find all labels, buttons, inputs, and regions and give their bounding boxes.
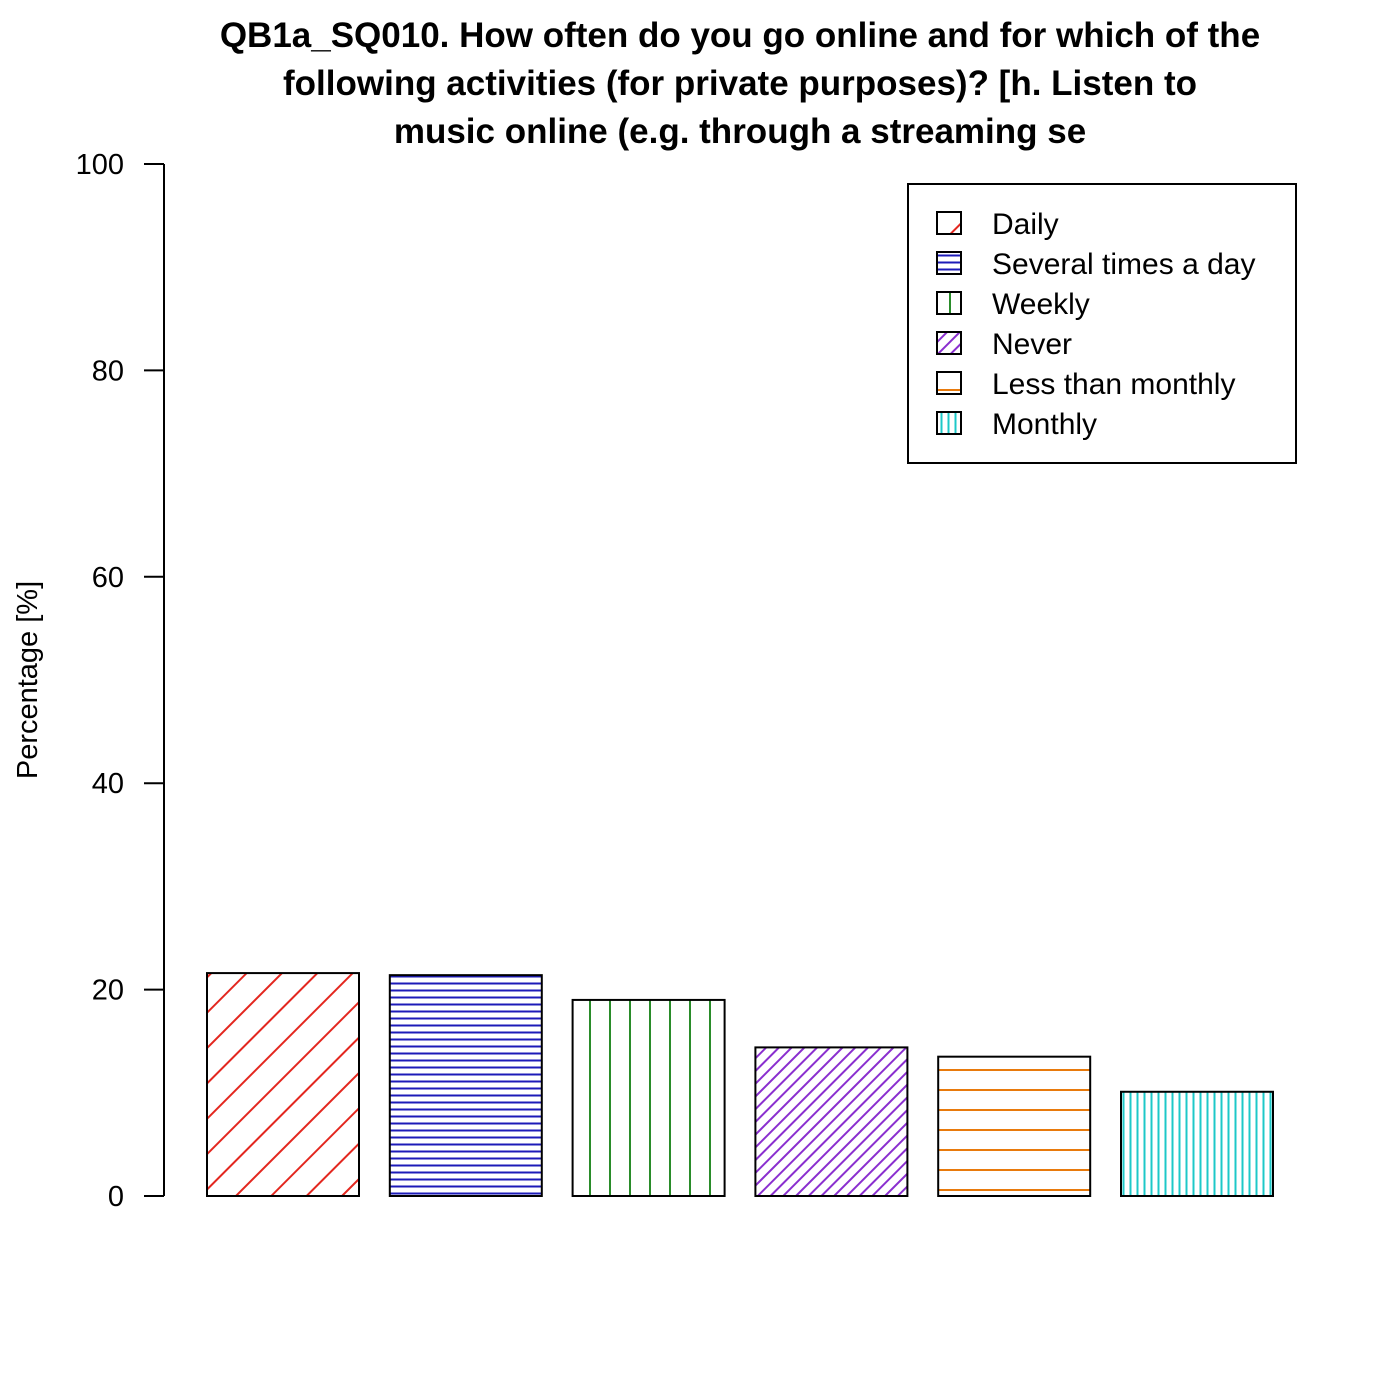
- legend-box: [907, 183, 1297, 464]
- legend-swatch-3: [936, 331, 962, 355]
- legend: Daily Several times a day Weekly Never Less …: [907, 183, 1297, 464]
- legend-items: Daily Several times a day Weekly Never Less …: [936, 208, 1255, 441]
- bars: [206, 972, 1274, 1198]
- y-axis-label: Percentage [%]: [12, 581, 44, 779]
- y-tick-label-1: 20: [92, 975, 124, 1007]
- legend-label-1: Several times a day: [992, 248, 1255, 281]
- bar-2: [571, 998, 726, 1197]
- legend-swatch-4: [936, 371, 962, 395]
- legend-swatch-0: [936, 211, 962, 235]
- y-axis: 0 20 40 60 80 100: [76, 149, 165, 1213]
- legend-label-2: Weekly: [992, 288, 1090, 321]
- title-line-1: QB1a_SQ010. How often do you go online a…: [220, 16, 1260, 55]
- y-tick-label-2: 40: [92, 768, 124, 800]
- title-line-3: music online (e.g. through a streaming s…: [394, 112, 1086, 151]
- bar-4: [937, 1055, 1092, 1198]
- y-tick-label-3: 60: [92, 562, 124, 594]
- title-line-2: following activities (for private purpos…: [283, 64, 1197, 103]
- bar-3: [754, 1046, 909, 1197]
- y-tick-label-4: 80: [92, 355, 124, 387]
- legend-swatch-1: [936, 251, 962, 275]
- bar-5: [1120, 1090, 1274, 1197]
- legend-label-4: Less than monthly: [992, 368, 1235, 401]
- bar-1: [388, 974, 543, 1197]
- legend-label-3: Never: [992, 328, 1072, 361]
- y-tick-label-0: 0: [108, 1181, 124, 1213]
- bar-0: [206, 972, 360, 1198]
- legend-label-5: Monthly: [992, 408, 1097, 441]
- legend-swatch-2: [936, 291, 962, 315]
- chart-title: QB1a_SQ010. How often do you go online a…: [220, 16, 1260, 151]
- legend-swatch-5: [936, 411, 962, 435]
- legend-label-0: Daily: [992, 208, 1059, 241]
- y-tick-label-5: 100: [76, 149, 124, 181]
